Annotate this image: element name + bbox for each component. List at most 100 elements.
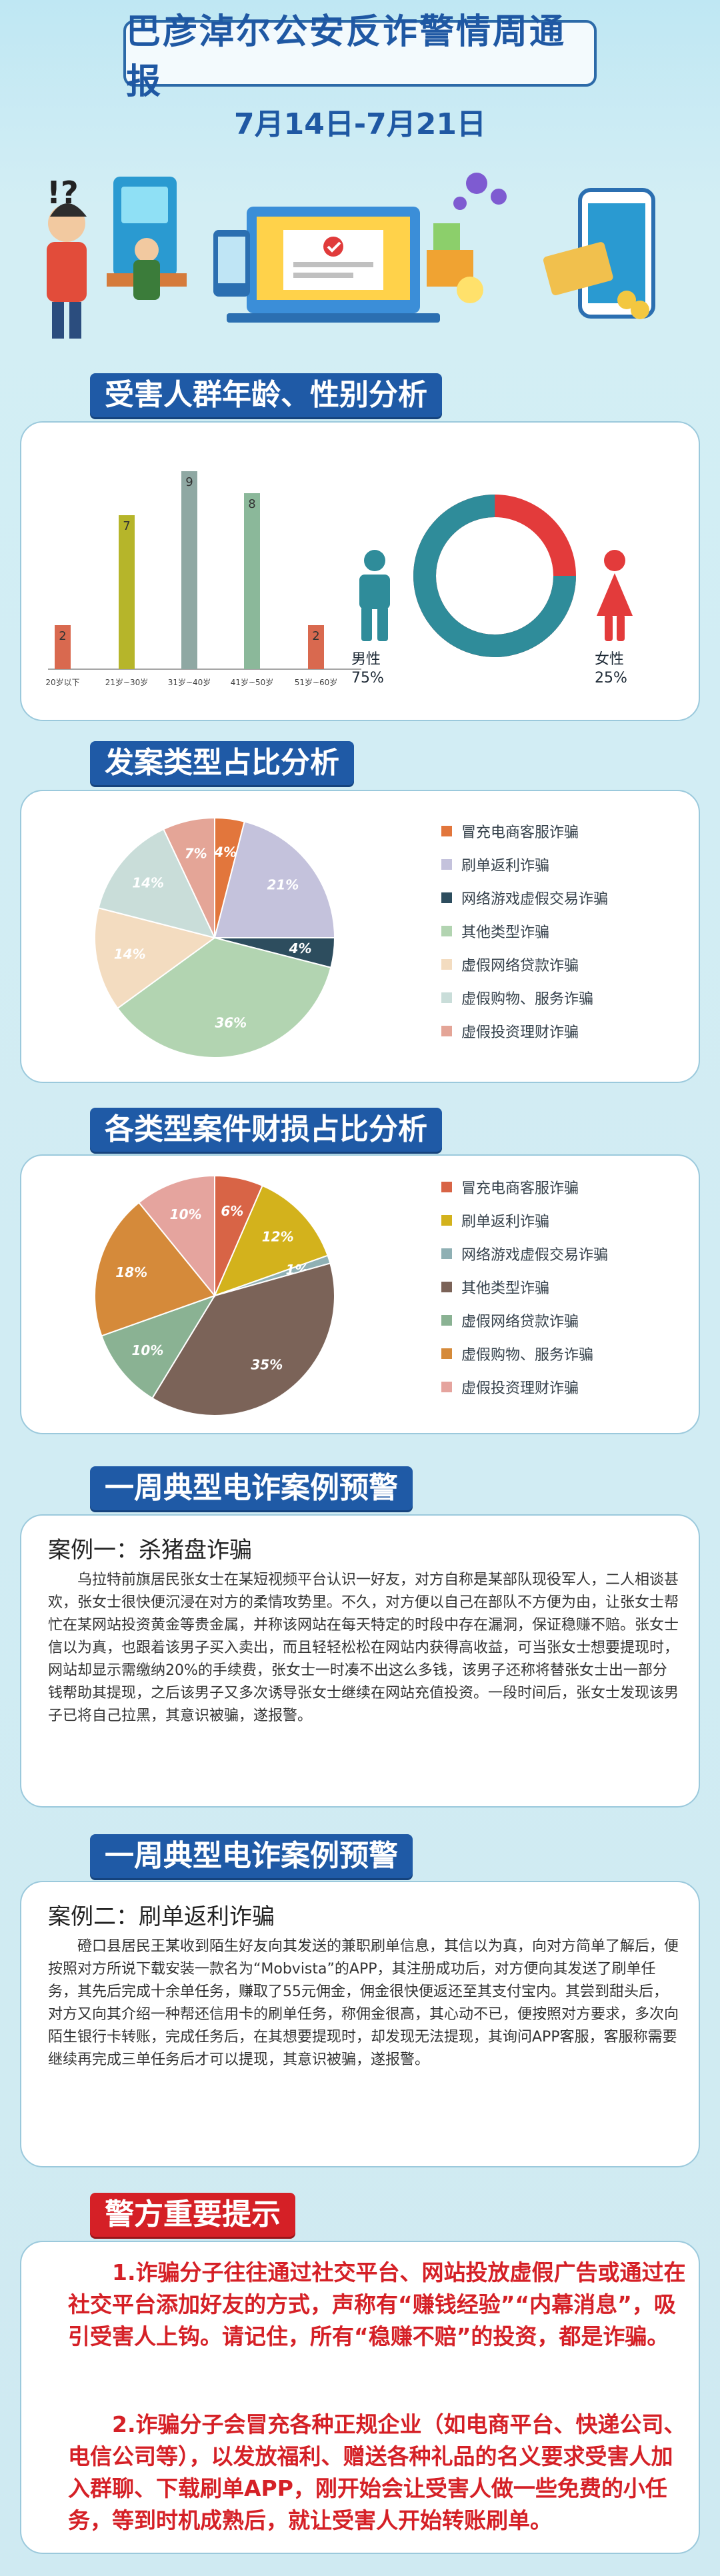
title-banner: 巴彦淖尔公安反诈警情周通报: [123, 12, 597, 102]
case1-card: 案例一：杀猪盘诈骗 乌拉特前旗居民张女士在某短视频平台认识一好友，对方自称是某部…: [20, 1514, 700, 1808]
pie-label-0: 4%: [213, 844, 237, 860]
section-age-gender-title: 受害人群年龄、性别分析: [90, 373, 442, 417]
pie-slice-1: [213, 820, 336, 938]
legend-swatch: [441, 1315, 452, 1326]
phone-card-illustration: [543, 188, 655, 319]
bar-2: [181, 471, 197, 669]
female-icon: [597, 550, 633, 641]
bar-1: [119, 515, 135, 669]
gender-donut: [413, 495, 576, 657]
legend-swatch: [441, 859, 452, 870]
pie-slice-3: [116, 936, 332, 1058]
legend-item: 虚假网络贷款诈骗: [441, 1304, 608, 1337]
legend-label: 其他类型诈骗: [461, 924, 550, 941]
pie-label-3: 36%: [215, 1014, 247, 1030]
pie-slice-3: [151, 1262, 335, 1416]
legend-label: 虚假网络贷款诈骗: [461, 958, 579, 974]
legend-swatch: [441, 892, 452, 903]
legend-item: 刷单返利诈骗: [441, 1204, 608, 1237]
bar-0: [55, 625, 71, 669]
pie-slice-6: [137, 1174, 215, 1298]
legend-swatch: [441, 926, 452, 936]
tip-1: 1.诈骗分子往往通过社交平台、网站投放虚假广告或通过在社交平台添加好友的方式，声…: [68, 2259, 686, 2349]
bar-value-1: 7: [123, 519, 130, 533]
legend-item: 网络游戏虚假交易诈骗: [441, 1237, 608, 1270]
legend-label: 冒充电商客服诈骗: [461, 824, 579, 841]
bar-category-4: 51岁~60岁: [295, 677, 338, 687]
case2-card: 案例二：刷单返利诈骗 磴口县居民王某收到陌生好友向其发送的兼职刷单信息，其信以为…: [20, 1881, 700, 2167]
bar-4: [308, 625, 324, 669]
legend-swatch: [441, 1282, 452, 1292]
bar-category-3: 41岁~50岁: [231, 677, 274, 687]
pie-label-0: 6%: [221, 1203, 243, 1219]
legend-item: 冒充电商客服诈骗: [441, 1170, 608, 1204]
legend-item: 网络游戏虚假交易诈骗: [441, 881, 608, 914]
legend-item: 其他类型诈骗: [441, 914, 608, 948]
case-type-card: 4% 21% 4% 36% 14% 14% 7% 冒充电商客服诈骗 刷单返利诈骗 网络游戏虚假交…: [20, 790, 700, 1083]
pie-label-2: 4%: [289, 940, 312, 956]
bar-value-2: 9: [185, 475, 193, 489]
male-label: 男性: [351, 651, 381, 668]
legend-item: 虚假网络贷款诈骗: [441, 948, 608, 981]
page-title: 巴彦淖尔公安反诈警情周通报: [126, 12, 567, 102]
male-label-block: 男性 75%: [351, 650, 384, 688]
section-tips-title: 警方重要提示: [90, 2193, 295, 2237]
legend-swatch: [441, 1182, 452, 1192]
pie-label-6: 7%: [185, 846, 207, 862]
legend-swatch: [441, 1348, 452, 1359]
female-pct: 25%: [595, 670, 627, 686]
legend-label: 网络游戏虚假交易诈骗: [461, 891, 609, 908]
legend-label: 刷单返利诈骗: [461, 858, 550, 874]
pie-label-1: 12%: [262, 1229, 294, 1245]
case-type-legend: 冒充电商客服诈骗 刷单返利诈骗 网络游戏虚假交易诈骗 其他类型诈骗 虚假网络贷款诈骗 虚假…: [441, 814, 608, 1048]
age-bar-chart: 2 20岁以下 7 21岁~30岁 9 31岁~40岁 8 41岁~50岁 2 51岁~60岁: [45, 471, 361, 687]
pie-slice-4: [94, 907, 217, 1010]
legend-item: 其他类型诈骗: [441, 1270, 608, 1304]
pie-slice-5: [94, 1201, 216, 1337]
legend-item: 虚假购物、服务诈骗: [441, 1337, 608, 1370]
bar-value-4: 2: [312, 629, 319, 643]
date-range: 7月14日-7月21日: [234, 107, 486, 141]
bar-value-3: 8: [248, 497, 255, 511]
pie-slice-1: [213, 1184, 329, 1297]
pie-slice-4: [101, 1294, 217, 1400]
pie-label-3: 35%: [251, 1356, 283, 1372]
legend-swatch: [441, 1382, 452, 1392]
svg-text:!?: !?: [47, 175, 79, 211]
male-pct: 75%: [351, 670, 384, 686]
legend-label: 虚假购物、服务诈骗: [461, 1347, 594, 1364]
pie-label-4: 14%: [114, 946, 146, 962]
legend-swatch: [441, 1248, 452, 1259]
section-cases-title-2: 一周典型电诈案例预警: [90, 1834, 413, 1878]
legend-swatch: [441, 1026, 452, 1036]
legend-label: 虚假购物、服务诈骗: [461, 991, 594, 1008]
female-label-block: 女性 25%: [595, 650, 627, 688]
legend-label: 虚假投资理财诈骗: [461, 1380, 579, 1397]
desktop-illustration: [213, 173, 507, 323]
loss-type-card: 6% 12% 1% 35% 10% 18% 10% 冒充电商客服诈骗 刷单返利诈骗 网络游戏虚假…: [20, 1154, 700, 1434]
legend-item: 虚假投资理财诈骗: [441, 1370, 608, 1404]
legend-swatch: [441, 959, 452, 970]
legend-swatch: [441, 1215, 452, 1226]
section-case-type-title: 发案类型占比分析: [90, 741, 354, 785]
male-icon: [359, 550, 390, 641]
tips-card: 1.诈骗分子往往通过社交平台、网站投放虚假广告或通过在社交平台添加好友的方式，声…: [20, 2241, 700, 2554]
pie-label-6: 10%: [170, 1206, 202, 1222]
case-type-pie: 4% 21% 4% 36% 14% 14% 7%: [94, 816, 336, 1058]
atm-fraud-illustration: !?: [47, 175, 187, 339]
legend-label: 虚假网络贷款诈骗: [461, 1314, 579, 1330]
tip-2: 2.诈骗分子会冒充各种正规企业（如电商平台、快递公司、电信公司等），以发放福利、…: [68, 2411, 686, 2533]
legend-swatch: [441, 826, 452, 836]
legend-label: 网络游戏虚假交易诈骗: [461, 1247, 609, 1264]
legend-item: 虚假投资理财诈骗: [441, 1014, 608, 1048]
legend-label: 冒充电商客服诈骗: [461, 1180, 579, 1197]
case2-body: 磴口县居民王某收到陌生好友向其发送的兼职刷单信息，其信以为真，向对方简单了解后，…: [48, 1938, 679, 2068]
pie-label-4: 10%: [132, 1342, 164, 1358]
legend-item: 冒充电商客服诈骗: [441, 814, 608, 848]
bar-value-0: 2: [59, 629, 66, 643]
pie-slice-5: [97, 828, 216, 939]
legend-swatch: [441, 992, 452, 1003]
pie-label-5: 14%: [132, 874, 164, 890]
legend-item: 虚假购物、服务诈骗: [441, 981, 608, 1014]
